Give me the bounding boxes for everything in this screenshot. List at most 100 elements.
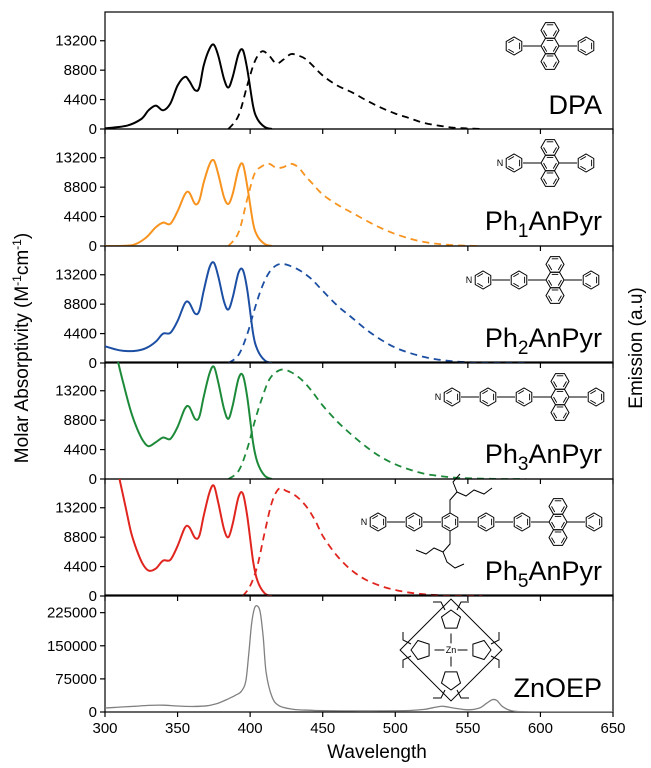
ethyl-group — [490, 655, 500, 668]
double-bond — [552, 178, 557, 185]
double-bond — [446, 390, 453, 395]
double-bond — [560, 537, 565, 544]
nitrogen-atom-label: N — [361, 517, 368, 527]
y-label-exp-1: -1 — [10, 275, 24, 286]
double-bond — [548, 295, 553, 302]
panel-label: Ph5AnPyr — [485, 556, 602, 592]
ring-hexagon — [545, 287, 565, 304]
double-bond — [548, 279, 553, 286]
double-bond — [372, 524, 379, 529]
emission-line — [227, 162, 483, 246]
y-axis-title-left: Molar Absorptivity (M-1cm-1) — [10, 233, 33, 463]
x-tick-label: 600 — [528, 720, 553, 737]
ethyl-group — [490, 632, 500, 645]
y-label-exp-2: -1 — [10, 239, 24, 250]
y-tick-label: 8800 — [64, 62, 97, 79]
panel-label-main: Ph — [485, 439, 518, 469]
panel-5: 0 75000 150000 225000 — [47, 594, 614, 721]
double-bond — [590, 399, 597, 404]
absorption-line — [117, 362, 273, 479]
double-bond — [552, 162, 557, 169]
double-bond — [508, 48, 515, 53]
double-bond — [553, 412, 558, 419]
ethyl-group — [456, 689, 469, 699]
panel-3: 0 4400 8800 13200 — [55, 361, 614, 488]
double-bond — [552, 147, 557, 154]
nitrogen-atom-label: N — [497, 158, 504, 168]
double-bond — [562, 412, 567, 419]
porphyrin-macrocycle — [399, 598, 503, 702]
y-tick-label: 8800 — [64, 179, 97, 196]
chart-panels: 0440088001320004400880013200044008800132… — [47, 11, 614, 721]
alkyl-chain — [449, 487, 493, 513]
y-axis-title-right: Emission (a.u) — [626, 287, 647, 408]
double-bond — [508, 39, 515, 44]
ring-hexagon — [369, 512, 387, 532]
absorption-line — [118, 479, 273, 596]
panel-frame — [104, 594, 614, 713]
panel-label: Ph3AnPyr — [485, 439, 602, 475]
y-tick-label: 0 — [89, 588, 97, 605]
ring-hexagon — [479, 387, 497, 407]
y-label-part-2: cm — [12, 250, 33, 275]
double-bond — [551, 506, 556, 513]
ring-hexagon — [405, 512, 423, 532]
panel-label-sub: 3 — [518, 454, 529, 475]
ring-hexagon — [587, 387, 605, 407]
y-tick-label: 4400 — [64, 559, 97, 576]
alkyl-chain — [415, 531, 451, 555]
double-bond — [372, 515, 379, 520]
ring-hexagon — [505, 153, 523, 173]
emission-line — [227, 263, 526, 363]
x-tick-label: 500 — [383, 720, 408, 737]
structure-ph2anpyr: N — [466, 256, 600, 304]
y-tick-label: 4400 — [64, 326, 97, 343]
y-tick-label: 0 — [89, 121, 97, 138]
double-bond — [562, 381, 567, 388]
panel-label-main: ZnOEP — [513, 673, 602, 703]
ethyl-group — [433, 689, 446, 699]
y-tick-label: 13200 — [55, 150, 97, 167]
double-bond — [446, 399, 453, 404]
structure-ph5anpyr: N — [361, 473, 603, 569]
double-bond — [482, 399, 489, 404]
panel-label-suffix: AnPyr — [528, 323, 602, 353]
double-bond — [543, 45, 548, 52]
double-bond — [548, 264, 553, 271]
y-label-part-1: Molar Absorptivity (M — [12, 286, 33, 463]
zinc-atom-label: Zn — [446, 645, 457, 655]
y-tick-label: 0 — [89, 238, 97, 255]
ring-hexagon — [513, 512, 531, 532]
y-tick-label: 4400 — [64, 442, 97, 459]
ring-hexagon — [505, 36, 523, 56]
ethyl-group — [456, 601, 469, 611]
pyrrole-ring — [410, 639, 430, 661]
double-bond — [562, 396, 567, 403]
double-bond — [557, 264, 562, 271]
panel-label-sub: 2 — [518, 338, 529, 359]
double-bond — [557, 279, 562, 286]
panel-label-sub: 1 — [518, 221, 529, 242]
chemical-structures: N N N N Zn — [361, 22, 605, 702]
double-bond — [590, 390, 597, 395]
double-bond — [552, 30, 557, 37]
x-tick-label: 450 — [310, 720, 335, 737]
panel-label-main: Ph — [485, 556, 518, 586]
y-tick-label: 75000 — [55, 671, 97, 688]
ring-hexagon — [577, 36, 595, 56]
y-tick-label: 0 — [89, 471, 97, 488]
structure-znoep: Zn — [399, 598, 503, 702]
emission-line — [227, 50, 483, 129]
ethyl-group — [433, 601, 446, 611]
double-bond — [508, 165, 515, 170]
double-bond — [482, 390, 489, 395]
y-tick-label: 0 — [89, 704, 97, 721]
ethyl-group — [402, 632, 412, 645]
panel-label-suffix: AnPyr — [528, 556, 602, 586]
panel-label-suffix: AnPyr — [528, 439, 602, 469]
ring-hexagon — [540, 170, 560, 187]
absorption-line — [105, 43, 273, 129]
ring-hexagon — [474, 270, 492, 290]
